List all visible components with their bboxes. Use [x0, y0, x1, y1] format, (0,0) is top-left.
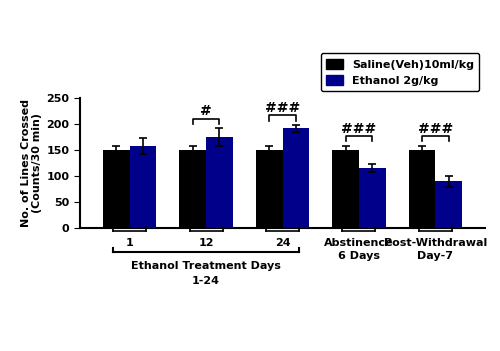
Text: 1-24: 1-24: [192, 276, 220, 285]
Text: ###: ###: [418, 122, 453, 136]
Text: ###: ###: [342, 122, 376, 136]
Bar: [282, 128, 309, 228]
Text: 12: 12: [198, 238, 214, 248]
Text: Abstinence: Abstinence: [324, 238, 394, 248]
Text: Day-7: Day-7: [418, 251, 454, 261]
Bar: [130, 146, 156, 228]
Text: 6 Days: 6 Days: [338, 251, 380, 261]
Text: Post-Withdrawal: Post-Withdrawal: [384, 238, 487, 248]
Text: Ethanol Treatment Days: Ethanol Treatment Days: [131, 261, 281, 271]
Text: ###: ###: [265, 101, 300, 115]
Y-axis label: No. of Lines Crossed
(Counts/30 min): No. of Lines Crossed (Counts/30 min): [21, 99, 42, 227]
Legend: Saline(Veh)10ml/kg, Ethanol 2g/kg: Saline(Veh)10ml/kg, Ethanol 2g/kg: [321, 53, 480, 91]
Bar: [359, 168, 386, 228]
Bar: [103, 150, 130, 228]
Text: 1: 1: [126, 238, 134, 248]
Text: 24: 24: [274, 238, 290, 248]
Bar: [180, 150, 206, 228]
Bar: [436, 181, 462, 228]
Bar: [206, 137, 233, 228]
Bar: [256, 150, 282, 228]
Bar: [332, 150, 359, 228]
Text: #: #: [200, 104, 212, 118]
Bar: [408, 150, 436, 228]
